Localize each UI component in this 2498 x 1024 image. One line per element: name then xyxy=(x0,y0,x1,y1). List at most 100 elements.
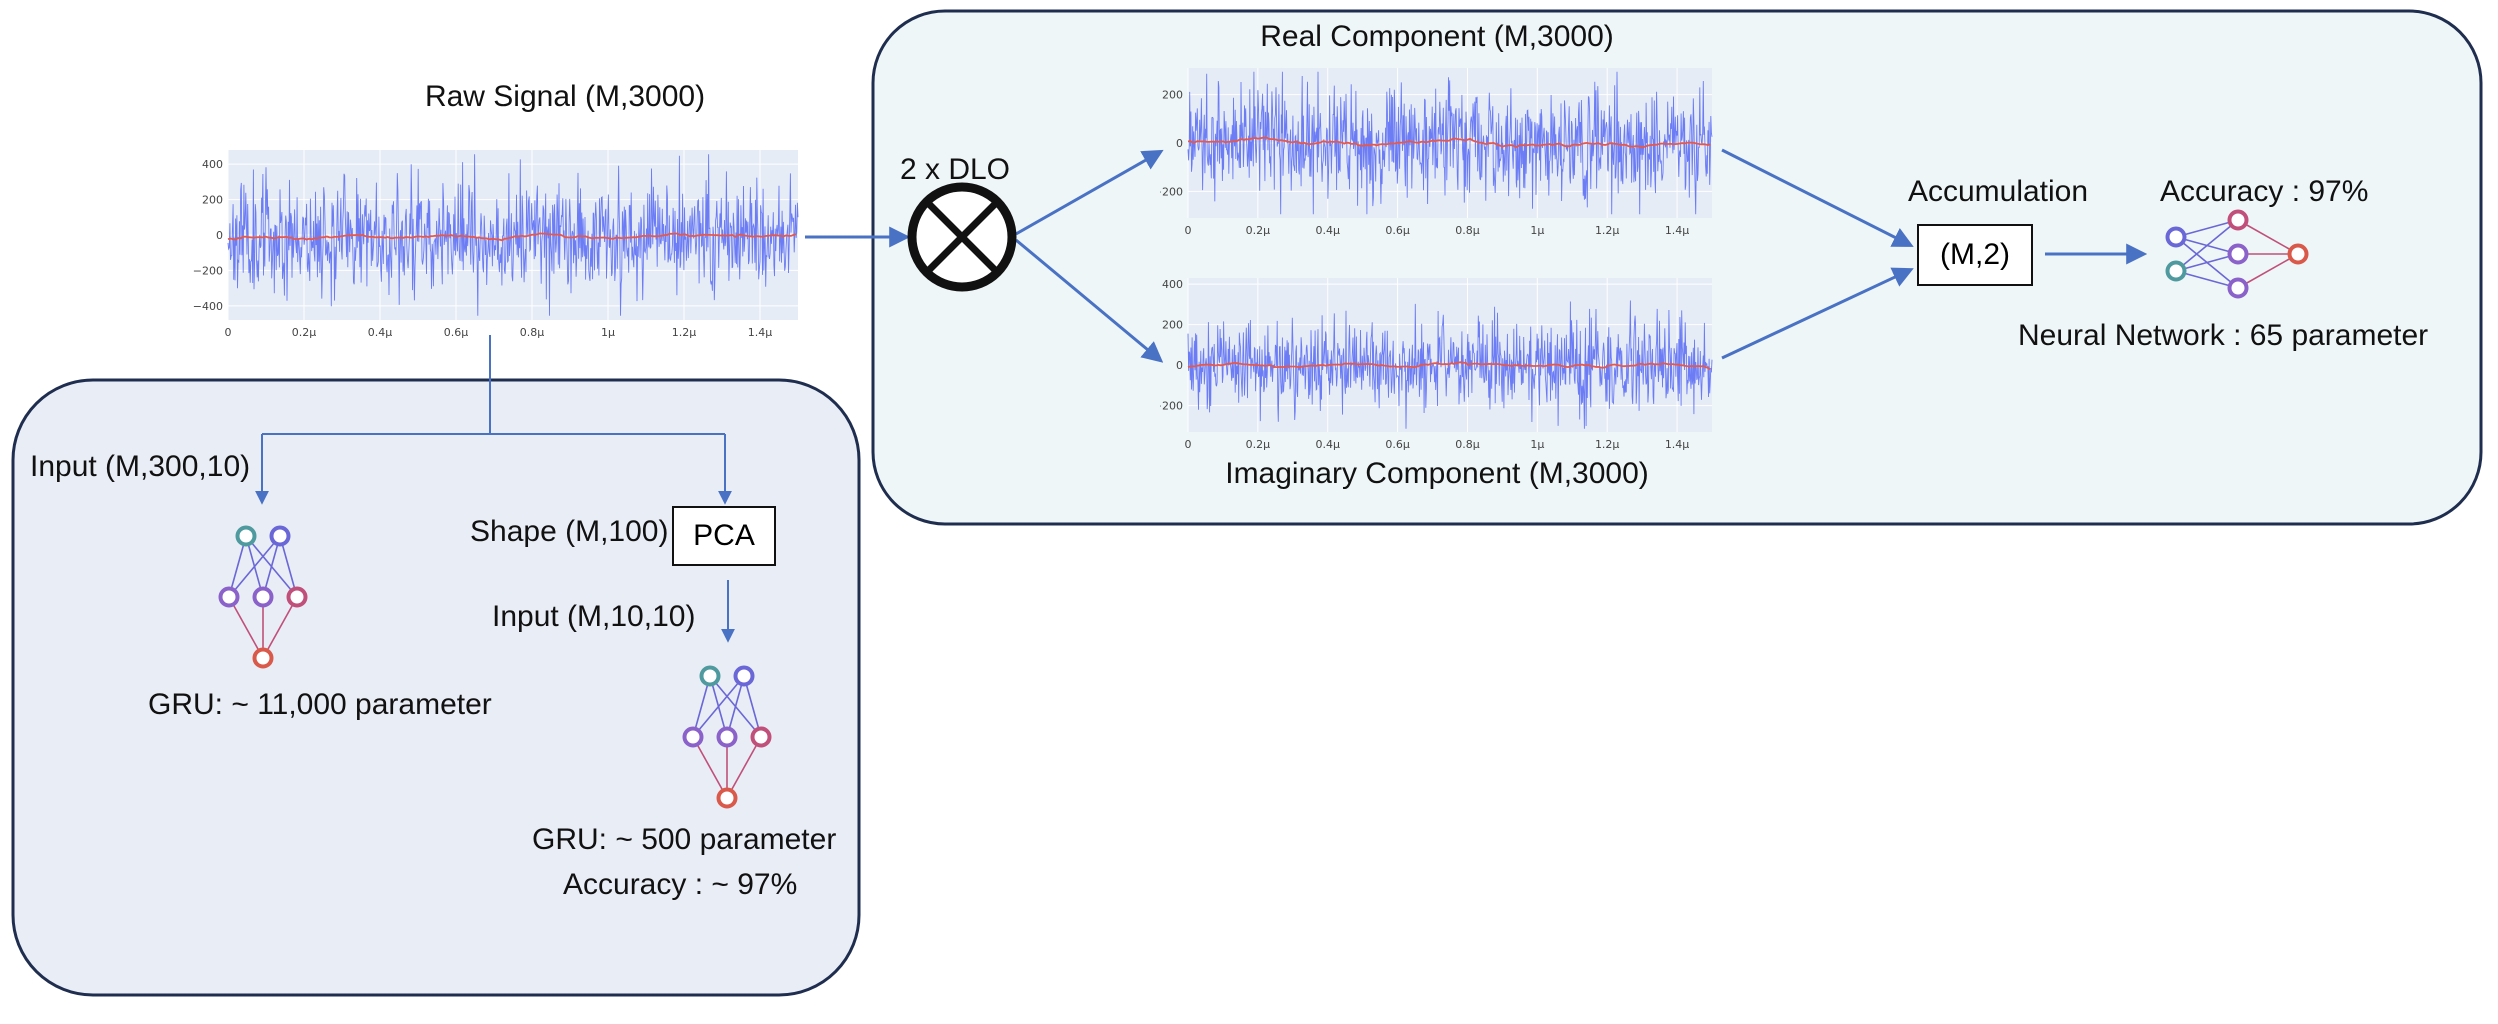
x-tick-label: 1.4μ xyxy=(1665,224,1690,236)
nn-node xyxy=(733,665,755,687)
nn-edge xyxy=(692,736,728,799)
nn-edge xyxy=(262,596,298,659)
nn-params: Neural Network : 65 parameter xyxy=(2018,319,2429,352)
nn-node xyxy=(716,787,738,809)
x-tick-label: 1μ xyxy=(601,326,615,339)
x-tick-label: 1μ xyxy=(1530,224,1544,236)
x-tick-label: 1.4μ xyxy=(748,326,773,339)
x-tick-label: 0.2μ xyxy=(1246,438,1271,451)
nn-node xyxy=(2227,209,2249,231)
x-tick-label: 0.4μ xyxy=(1315,438,1340,451)
nn-edge xyxy=(228,535,247,598)
arrow-mixer-to-real xyxy=(1015,149,1164,236)
nn-edge xyxy=(2175,219,2239,238)
pca-gru-accuracy: Accuracy : ~ 97% xyxy=(563,868,798,901)
real-component-title: Real Component (M,3000) xyxy=(1260,20,1614,53)
mean-series xyxy=(1187,361,1711,370)
nn-edge xyxy=(2237,253,2299,289)
arrow-imag-to-accumulation xyxy=(1721,267,1914,360)
nn-node xyxy=(2165,226,2187,248)
y-tick-label: 200 xyxy=(202,194,223,207)
y-tick-label: −200 xyxy=(193,264,223,277)
nn-edge xyxy=(228,596,264,659)
y-tick-label: −200 xyxy=(1160,400,1183,413)
pca-box: PCA xyxy=(672,506,776,566)
x-tick-label: 0 xyxy=(225,326,232,339)
nn-node xyxy=(2287,243,2309,265)
gru-full-input: Input (M,300,10) xyxy=(30,450,251,483)
nn-node xyxy=(235,525,257,547)
signal-series xyxy=(1187,71,1713,215)
gru-network-icon xyxy=(218,525,308,669)
y-tick-label: 0 xyxy=(216,229,223,242)
nn-edge xyxy=(692,675,711,738)
nn-edge xyxy=(743,675,762,738)
gru-pca-network-icon xyxy=(682,665,772,809)
y-tick-label: 0 xyxy=(1176,359,1183,372)
nn-node xyxy=(699,665,721,687)
pca-shape-label: Shape (M,100) xyxy=(470,515,669,548)
y-tick-label: −400 xyxy=(193,300,223,313)
x-tick-label: 0.8μ xyxy=(520,326,545,339)
nn-node xyxy=(252,647,274,669)
y-tick-label: 0 xyxy=(1176,137,1183,150)
accumulation-label: Accumulation xyxy=(1907,175,2089,208)
x-tick-label: 0.8μ xyxy=(1455,438,1480,451)
accumulation-box: (M,2) xyxy=(1917,224,2033,286)
nn-edge xyxy=(2175,270,2239,289)
x-tick-label: 1.2μ xyxy=(1595,224,1620,236)
nn-node xyxy=(716,726,738,748)
x-tick-label: 1μ xyxy=(1530,438,1544,451)
pca-gru-input: Input (M,10,10) xyxy=(492,600,696,633)
left-panel xyxy=(11,378,861,997)
mixer-cross-icon xyxy=(907,182,1017,292)
nn-node xyxy=(750,726,772,748)
x-tick-label: 0.6μ xyxy=(444,326,469,339)
x-tick-label: 0 xyxy=(1185,224,1192,236)
nn-node xyxy=(2165,260,2187,282)
arrow-real-to-accumulation xyxy=(1721,148,1914,247)
nn-edge xyxy=(262,535,281,598)
x-tick-label: 0.6μ xyxy=(1385,438,1410,451)
nn-edge xyxy=(228,535,281,598)
y-tick-label: −200 xyxy=(1160,185,1183,198)
nn-edge xyxy=(2175,219,2239,272)
x-tick-label: 0.4μ xyxy=(368,326,393,339)
x-tick-label: 1.4μ xyxy=(1665,438,1690,451)
x-tick-label: 0.4μ xyxy=(1315,224,1340,236)
nn-node xyxy=(218,586,240,608)
nn-edge xyxy=(2175,253,2239,272)
nn-edge xyxy=(692,675,745,738)
y-tick-label: 400 xyxy=(202,158,223,171)
nn-edge xyxy=(279,535,298,598)
x-tick-label: 1.2μ xyxy=(672,326,697,339)
imaginary-component-chart: 400 200 0 −200 0 0.2μ 0.4μ 0.6μ 0.8μ 1μ 1.2μ 1.4μ xyxy=(1160,278,1713,451)
nn-accuracy: Accuracy : 97% xyxy=(2160,175,2369,208)
y-tick-label: 400 xyxy=(1162,278,1183,291)
signal-series xyxy=(227,154,799,316)
neural-network-icon xyxy=(2165,209,2309,299)
x-tick-label: 0.2μ xyxy=(292,326,317,339)
x-tick-label: 0.6μ xyxy=(1385,224,1410,236)
raw-signal-title: Raw Signal (M,3000) xyxy=(424,80,706,113)
x-tick-label: 0 xyxy=(1185,438,1192,451)
nn-node xyxy=(286,586,308,608)
nn-edge xyxy=(2237,219,2299,255)
imaginary-component-title: Imaginary Component (M,3000) xyxy=(1225,457,1649,490)
x-tick-label: 0.2μ xyxy=(1246,224,1271,236)
x-tick-label: 1.2μ xyxy=(1595,438,1620,451)
nn-node xyxy=(252,586,274,608)
nn-edge xyxy=(726,736,762,799)
mixer-label: 2 x DLO xyxy=(899,153,1011,186)
gru-full-params: GRU: ~ 11,000 parameter xyxy=(148,688,492,721)
y-tick-label: 200 xyxy=(1162,319,1183,332)
pca-gru-params: GRU: ~ 500 parameter xyxy=(532,823,837,856)
y-tick-label: 200 xyxy=(1162,89,1183,102)
arrow-mixer-to-imag xyxy=(1015,238,1164,363)
nn-node xyxy=(2227,243,2249,265)
nn-edge xyxy=(726,675,745,738)
x-tick-label: 0.8μ xyxy=(1455,224,1480,236)
